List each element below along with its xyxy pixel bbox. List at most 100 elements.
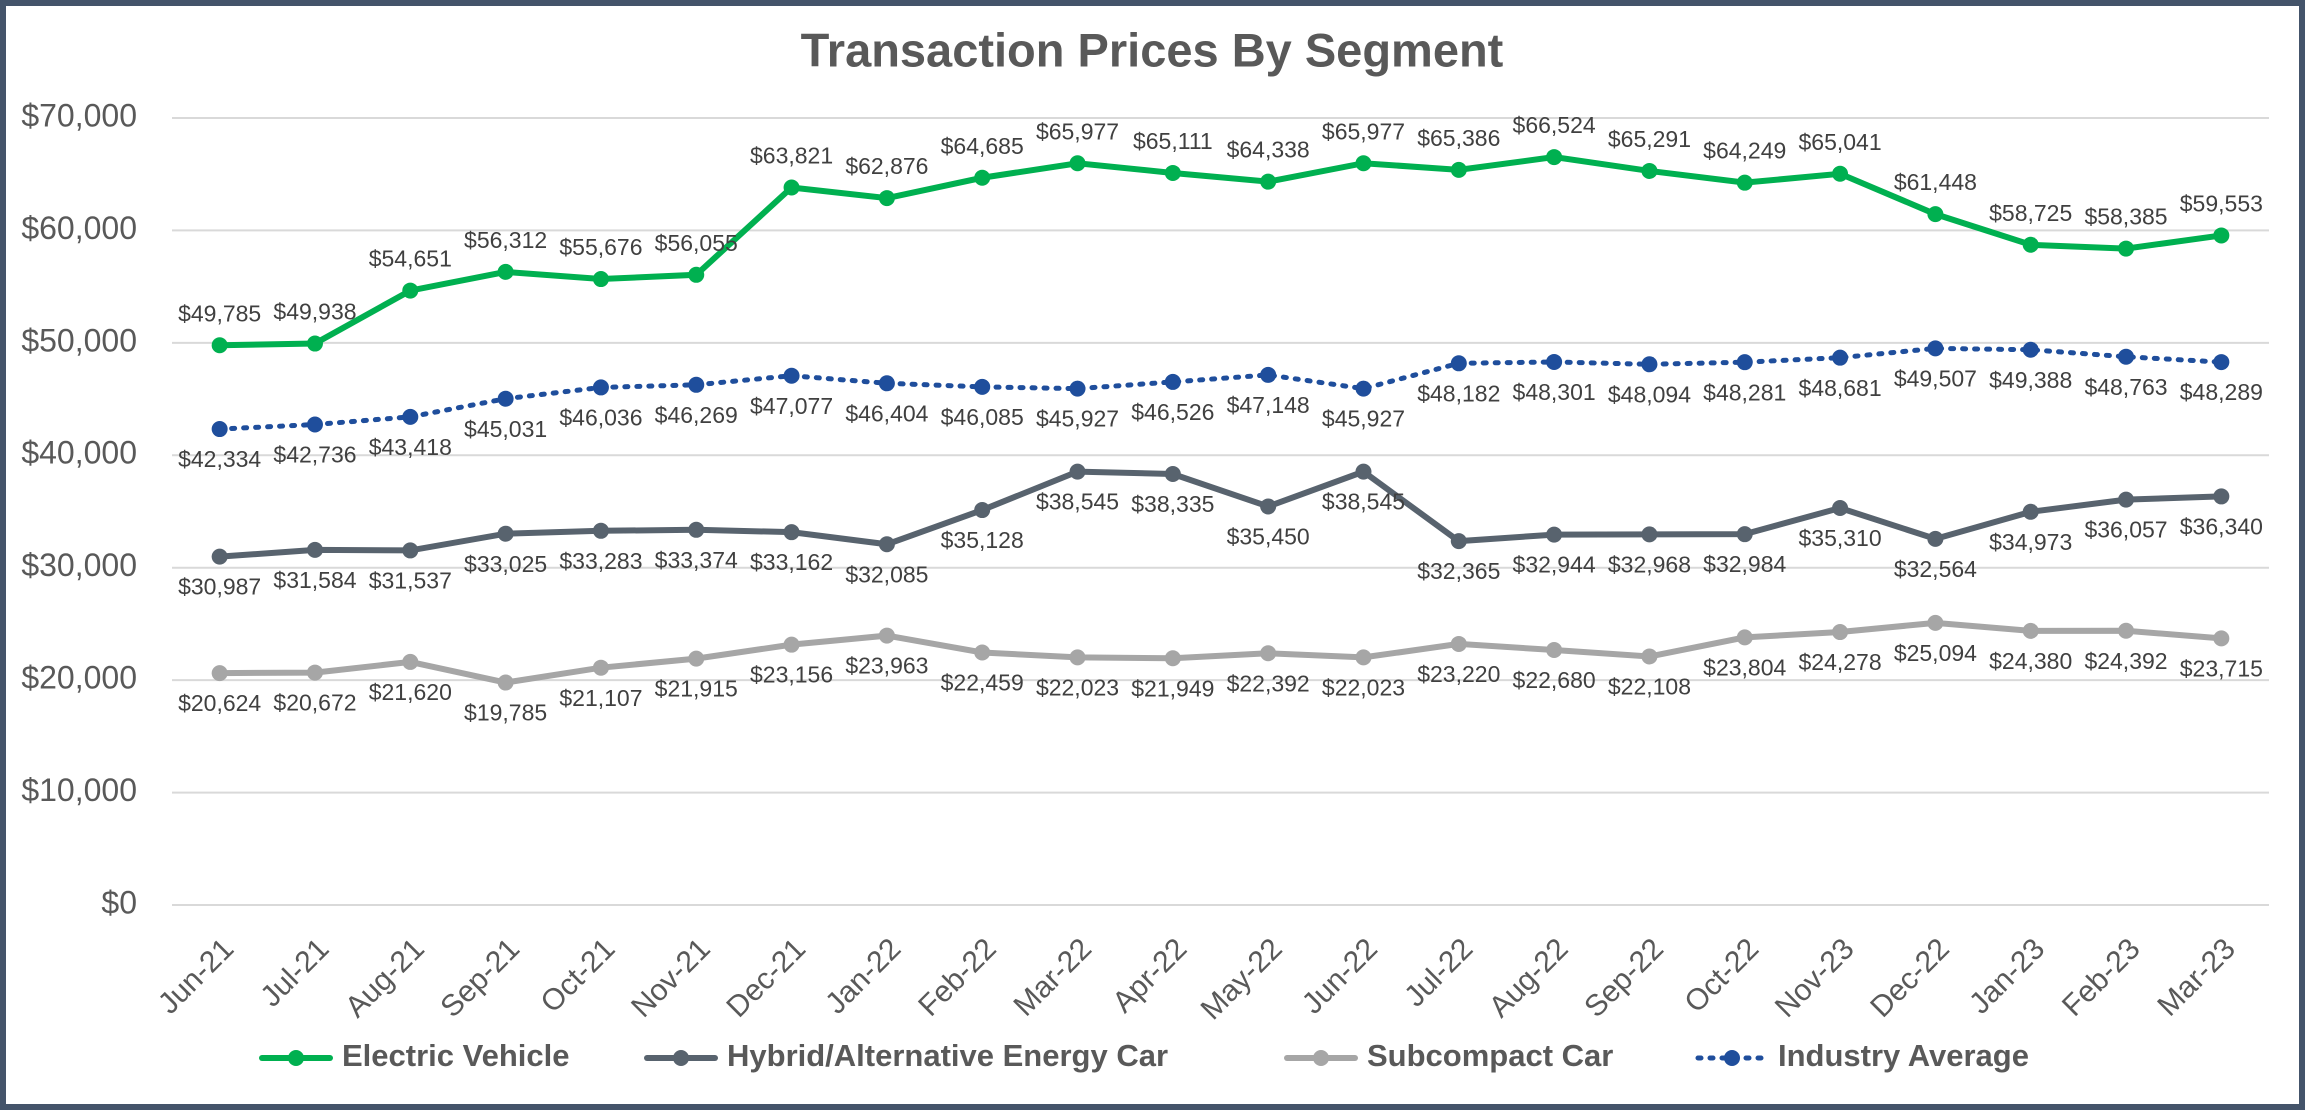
data-label: $65,111 xyxy=(1133,128,1213,154)
marker xyxy=(1355,155,1372,172)
marker xyxy=(1927,206,1944,223)
data-label: $65,977 xyxy=(1036,118,1119,144)
data-label: $48,289 xyxy=(2180,379,2263,405)
marker xyxy=(1832,349,1849,366)
marker xyxy=(497,390,514,407)
data-label: $58,385 xyxy=(2084,204,2167,230)
marker xyxy=(2118,348,2135,365)
marker xyxy=(2213,227,2230,244)
legend-label: Industry Average xyxy=(1778,1038,2029,1073)
marker xyxy=(592,522,609,539)
data-label: $19,785 xyxy=(464,700,547,726)
marker xyxy=(1069,380,1086,397)
marker xyxy=(974,169,991,186)
marker xyxy=(2118,622,2135,639)
data-label: $23,804 xyxy=(1703,654,1786,680)
marker xyxy=(1260,173,1277,190)
data-label: $22,023 xyxy=(1322,674,1405,700)
data-label: $21,949 xyxy=(1131,675,1214,701)
data-label: $33,162 xyxy=(750,549,833,575)
marker xyxy=(1832,165,1849,182)
marker xyxy=(1736,174,1753,191)
legend-marker xyxy=(1724,1050,1740,1066)
data-label: $65,291 xyxy=(1608,126,1691,152)
y-tick-label: $50,000 xyxy=(21,322,137,358)
data-label: $56,055 xyxy=(655,230,738,256)
marker xyxy=(1260,366,1277,383)
data-label: $66,524 xyxy=(1513,112,1596,138)
data-label: $49,507 xyxy=(1894,365,1977,391)
data-label: $48,182 xyxy=(1417,380,1500,406)
marker xyxy=(402,408,419,425)
data-label: $64,249 xyxy=(1703,138,1786,164)
data-label: $45,927 xyxy=(1036,406,1119,432)
data-label: $23,156 xyxy=(750,662,833,688)
y-tick-label: $70,000 xyxy=(21,97,137,133)
marker xyxy=(688,650,705,667)
data-label: $35,450 xyxy=(1227,524,1310,550)
marker xyxy=(974,378,991,395)
data-label: $49,388 xyxy=(1989,367,2072,393)
data-label: $23,715 xyxy=(2180,655,2263,681)
marker xyxy=(2213,488,2230,505)
series-line xyxy=(217,345,2224,432)
data-label: $49,938 xyxy=(273,299,356,325)
marker xyxy=(1260,498,1277,515)
data-label: $54,651 xyxy=(369,246,452,272)
y-tick-label: $0 xyxy=(101,884,137,920)
data-label: $32,968 xyxy=(1608,551,1691,577)
data-label: $31,537 xyxy=(369,568,452,594)
marker xyxy=(688,521,705,538)
marker xyxy=(1927,340,1944,357)
data-label: $65,386 xyxy=(1417,125,1500,151)
data-label: $32,944 xyxy=(1513,552,1596,578)
marker xyxy=(306,335,323,352)
data-label: $35,310 xyxy=(1798,525,1881,551)
data-label: $42,334 xyxy=(178,446,261,472)
data-label: $46,404 xyxy=(845,400,928,426)
marker xyxy=(592,379,609,396)
data-label: $49,785 xyxy=(178,300,261,326)
data-label: $48,681 xyxy=(1798,375,1881,401)
data-label: $46,036 xyxy=(559,405,642,431)
data-label: $23,220 xyxy=(1417,661,1500,687)
data-label: $23,963 xyxy=(845,653,928,679)
data-label: $38,545 xyxy=(1036,489,1119,515)
marker xyxy=(1355,649,1372,666)
data-label: $32,564 xyxy=(1894,556,1977,582)
data-label: $63,821 xyxy=(750,143,833,169)
data-label: $48,094 xyxy=(1608,381,1691,407)
marker xyxy=(497,525,514,542)
legend-marker xyxy=(288,1050,304,1066)
data-label: $38,335 xyxy=(1131,491,1214,517)
marker xyxy=(688,376,705,393)
marker xyxy=(1069,463,1086,480)
marker xyxy=(1927,530,1944,547)
marker xyxy=(1450,355,1467,372)
data-label: $30,987 xyxy=(178,574,261,600)
marker xyxy=(1832,500,1849,517)
marker xyxy=(2213,354,2230,371)
marker xyxy=(592,659,609,676)
data-label: $34,973 xyxy=(1989,529,2072,555)
marker xyxy=(1164,650,1181,667)
data-label: $21,620 xyxy=(369,679,452,705)
data-label: $32,365 xyxy=(1417,558,1500,584)
marker xyxy=(1450,161,1467,178)
data-label: $20,672 xyxy=(273,690,356,716)
marker xyxy=(211,337,228,354)
marker xyxy=(1260,645,1277,662)
data-label: $48,281 xyxy=(1703,379,1786,405)
chart-title: Transaction Prices By Segment xyxy=(801,23,1504,76)
marker xyxy=(1069,649,1086,666)
marker xyxy=(211,548,228,565)
marker xyxy=(306,664,323,681)
marker xyxy=(2118,240,2135,257)
marker xyxy=(878,375,895,392)
marker xyxy=(306,541,323,558)
marker xyxy=(402,282,419,299)
data-label: $64,338 xyxy=(1227,137,1310,163)
marker xyxy=(1927,614,1944,631)
